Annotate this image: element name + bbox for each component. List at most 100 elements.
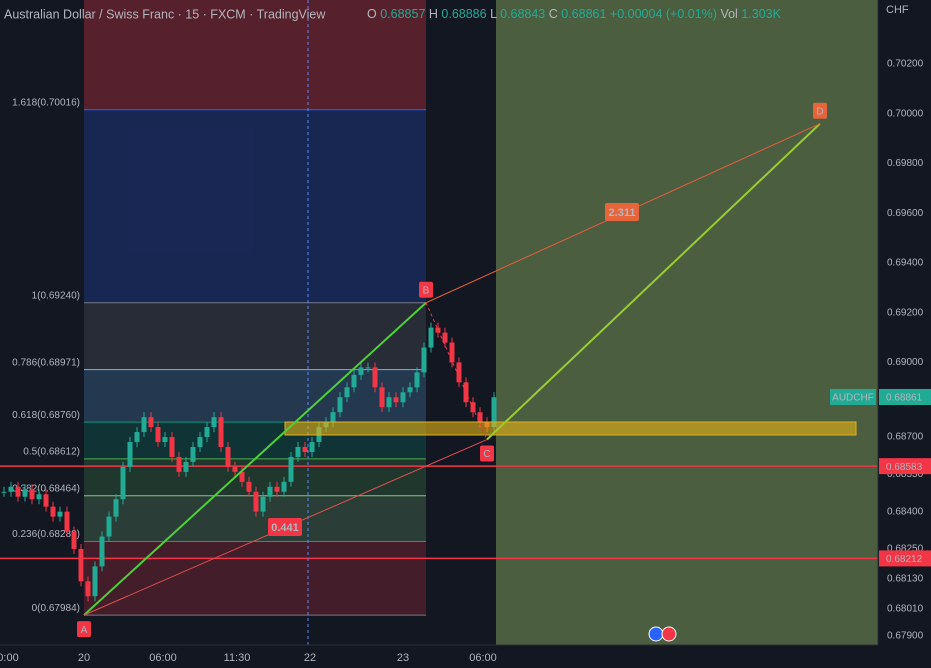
candle <box>8 486 14 492</box>
candle <box>15 486 21 497</box>
candle <box>85 581 91 597</box>
flag-icon[interactable] <box>661 626 677 642</box>
candle <box>274 486 280 492</box>
pattern-line <box>486 122 821 441</box>
candle <box>477 412 483 423</box>
candle <box>281 481 287 492</box>
pattern-line <box>425 302 488 440</box>
point-badge <box>419 281 433 298</box>
candle <box>36 494 42 500</box>
candle <box>225 446 231 467</box>
volume-key: Vol <box>720 7 737 21</box>
fib-label: 1.618(0.70016) <box>12 97 80 108</box>
candle <box>428 327 434 348</box>
candle <box>197 437 203 447</box>
price-tick-label: 0.69800 <box>887 158 924 169</box>
point-badge <box>813 102 827 119</box>
candle <box>204 427 210 438</box>
fib-zone <box>84 109 426 303</box>
point-label: A <box>81 625 88 636</box>
price-tick-label: 0.69400 <box>887 258 924 269</box>
candle <box>120 466 126 500</box>
ratio-badge <box>268 518 302 536</box>
fib-label: 0.618(0.68760) <box>12 410 80 421</box>
candle <box>449 342 455 363</box>
volume: 1.303K <box>741 7 781 21</box>
candle <box>113 499 119 517</box>
candle <box>211 417 217 428</box>
candle <box>92 566 98 597</box>
ratio-label: 0.441 <box>271 522 299 534</box>
candle <box>218 417 224 447</box>
candle <box>386 397 392 408</box>
candle <box>169 437 175 457</box>
time-tick-label: 22 <box>304 652 316 664</box>
price-tick-label: 0.68130 <box>887 573 924 584</box>
price-tick-label: 0.68010 <box>887 603 924 614</box>
price-tick-label: 0.70200 <box>887 59 924 70</box>
symbol-tag <box>830 389 876 406</box>
candle <box>267 486 273 497</box>
price-tick-label: 0.70000 <box>887 108 924 119</box>
candle <box>246 481 252 492</box>
price-tick-label: 0.69200 <box>887 307 924 318</box>
ratio-label: 2.311 <box>609 207 636 219</box>
ohlc: O 0.68857 H 0.68886 L 0.68843 C 0.68861 … <box>367 7 782 21</box>
fib-zone <box>84 0 426 110</box>
candle <box>190 446 196 462</box>
candle <box>435 327 441 333</box>
candle <box>288 456 294 482</box>
fib-label: 0.5(0.68612) <box>23 447 80 458</box>
point-label: C <box>483 449 490 460</box>
candle <box>162 437 168 443</box>
candle <box>358 367 364 375</box>
projection-zone <box>496 0 878 645</box>
symbol-tag-label: AUDCHF <box>832 393 874 404</box>
candle <box>99 536 105 567</box>
price-tick-label: 0.68700 <box>887 432 924 443</box>
ohlc-value: 0.68861 <box>561 7 606 21</box>
candle <box>232 466 238 472</box>
fib-label: 0.236(0.68280) <box>12 529 80 540</box>
flag-icon[interactable] <box>648 626 664 642</box>
time-tick-label: 0:00 <box>0 652 19 664</box>
price-tag-value: 0.68583 <box>886 462 923 473</box>
ohlc-value: 0.68857 <box>380 7 425 21</box>
candle <box>78 548 84 582</box>
point-badge <box>480 445 494 462</box>
price-tick-label: 0.67900 <box>887 631 924 642</box>
candle <box>50 506 56 517</box>
candle <box>239 471 245 482</box>
time-tick-label: 06:00 <box>469 652 497 664</box>
candle <box>57 511 63 517</box>
fib-zone <box>84 541 426 616</box>
candle <box>29 489 35 500</box>
ratio-badge <box>605 203 639 221</box>
candle <box>337 397 343 413</box>
currency: CHF <box>886 4 909 16</box>
candle <box>148 417 154 428</box>
candle <box>141 417 147 433</box>
candle <box>1 491 7 493</box>
candle <box>421 347 427 373</box>
fib-label: 0.786(0.68971) <box>12 357 80 368</box>
price-tag-value: 0.68861 <box>886 393 923 404</box>
candle <box>253 491 259 512</box>
candle <box>372 367 378 388</box>
price-tag <box>879 389 931 406</box>
fib-zone <box>84 302 426 370</box>
candle <box>71 531 77 549</box>
candle <box>155 427 161 443</box>
candle <box>302 446 308 452</box>
ohlc-key: L <box>490 7 497 21</box>
candle <box>64 511 70 532</box>
price-tag <box>879 550 931 567</box>
point-label: B <box>423 285 430 296</box>
price-tick-label: 0.69600 <box>887 208 924 219</box>
fib-zone <box>84 369 426 423</box>
ohlc-value: 0.68843 <box>500 7 545 21</box>
candle <box>393 397 399 403</box>
symbol: Australian Dollar / Swiss Franc · 15 · F… <box>4 7 326 21</box>
price-tag <box>879 458 931 475</box>
